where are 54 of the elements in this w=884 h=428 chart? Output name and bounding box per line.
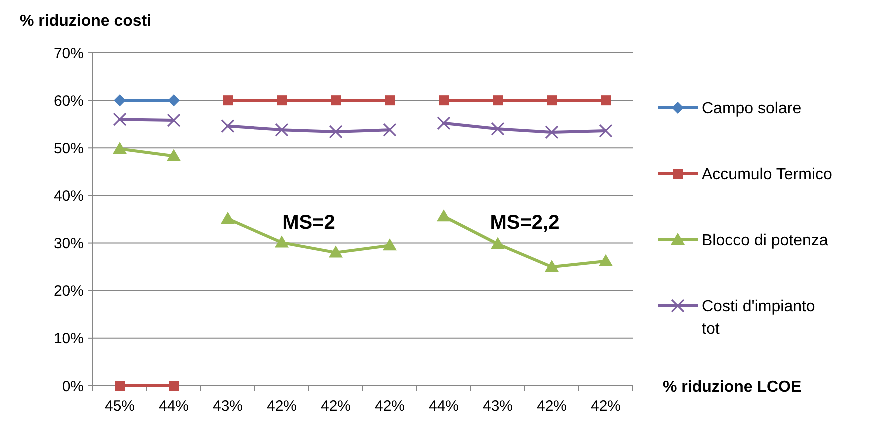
point <box>493 96 503 106</box>
x-axis-title: % riduzione LCOE <box>663 379 802 396</box>
point <box>221 212 235 224</box>
annotation: MS=2,2 <box>490 212 560 234</box>
point <box>168 94 180 107</box>
point <box>223 96 233 106</box>
x-tick-label: 44% <box>428 398 460 415</box>
point <box>277 96 287 106</box>
point <box>547 96 557 106</box>
point <box>114 94 126 107</box>
x-tick-label: 44% <box>158 398 190 415</box>
point <box>167 114 181 128</box>
y-tick-label: 70% <box>54 45 84 62</box>
point <box>491 122 505 136</box>
y-tick-label: 30% <box>54 236 84 253</box>
legend-label: Campo solare <box>702 100 802 118</box>
legend-label: Blocco di potenza <box>702 232 828 250</box>
point <box>437 210 451 222</box>
y-tick-label: 60% <box>54 92 84 110</box>
point <box>383 238 397 251</box>
y-axis-title: % riduzione costi <box>20 13 152 30</box>
point <box>439 96 449 106</box>
x-tick-label: 45% <box>104 398 136 415</box>
y-tick-label: 50% <box>54 140 84 158</box>
point <box>329 246 343 258</box>
point <box>599 254 613 266</box>
point <box>545 260 559 272</box>
point <box>599 124 613 138</box>
point <box>275 236 289 248</box>
point <box>437 116 451 130</box>
x-tick-label: 42% <box>590 398 622 415</box>
y-tick-label: 0% <box>62 378 84 396</box>
point <box>601 96 611 106</box>
point <box>385 96 395 106</box>
x-tick-label: 42% <box>536 398 568 415</box>
legend-label: Costi d'impianto tot <box>702 298 816 338</box>
x-tick-label: 43% <box>212 398 244 415</box>
x-tick-label: 42% <box>320 398 352 415</box>
y-tick-label: 20% <box>54 283 84 300</box>
point <box>329 125 343 139</box>
x-tick-label: 43% <box>482 398 514 415</box>
x-tick-label: 42% <box>266 398 298 415</box>
annotation: MS=2 <box>282 212 336 234</box>
point <box>383 123 397 137</box>
y-tick-label: 10% <box>54 330 84 348</box>
point <box>545 126 559 140</box>
y-tick-label: 40% <box>54 188 84 205</box>
point <box>221 119 235 134</box>
point <box>113 112 127 126</box>
x-tick-label: 42% <box>374 398 406 415</box>
point <box>491 237 505 250</box>
point <box>331 96 341 106</box>
legend-label: Accumulo Termico <box>702 166 833 184</box>
point <box>275 123 289 137</box>
